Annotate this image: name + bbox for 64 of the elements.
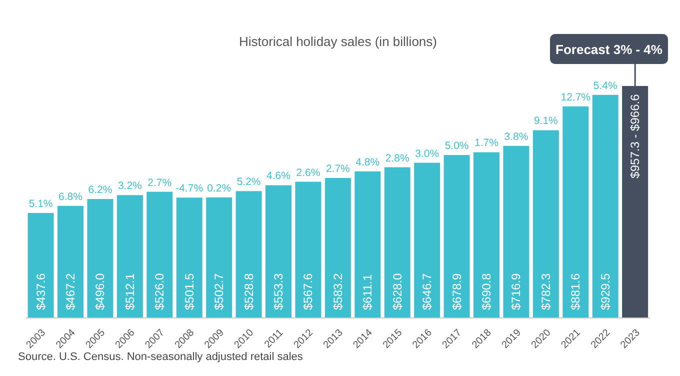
source-note: Source. U.S. Census. Non-seasonally adjusted retail sales	[18, 351, 303, 363]
bar	[592, 94, 618, 318]
data-label: $512.1	[122, 272, 137, 310]
bar	[562, 106, 589, 318]
annotation: 2.7%	[148, 176, 172, 189]
bar	[295, 182, 322, 318]
bar	[384, 167, 410, 318]
bar	[236, 191, 262, 318]
data-label: $628.0	[390, 272, 404, 310]
annotation: 4.8%	[356, 156, 380, 168]
annotation: 2.6%	[296, 166, 320, 179]
data-label: $881.6	[568, 272, 583, 310]
data-label: $526.0	[152, 272, 167, 310]
data-label: $690.8	[479, 272, 494, 310]
annotation: 4.6%	[266, 170, 290, 182]
bar	[206, 197, 232, 318]
chart-title: Historical holiday sales (in billions)	[239, 34, 437, 49]
bar	[28, 212, 54, 318]
bar	[116, 195, 143, 318]
annotation: 6.2%	[88, 184, 112, 196]
annotation: 12.7%	[560, 91, 591, 104]
annotation: Forecast 3% - 4%	[556, 42, 663, 57]
data-label: $553.3	[271, 272, 286, 310]
annotation: 9.1%	[534, 115, 558, 128]
annotation: 5.2%	[236, 176, 261, 188]
annotation: 2.7%	[326, 163, 350, 176]
data-label: $502.7	[212, 272, 226, 310]
annotation: 0.2%	[207, 182, 232, 194]
bar	[444, 155, 470, 318]
data-label: $496.0	[93, 272, 108, 310]
annotation: 5.4%	[593, 80, 618, 92]
annotation: 5.1%	[28, 198, 53, 210]
bar	[265, 185, 292, 318]
data-label: $678.9	[450, 272, 464, 310]
data-label: $567.6	[301, 272, 316, 310]
annotation: 3.0%	[415, 148, 440, 160]
data-label: $437.6	[34, 272, 48, 310]
annotation: 3.2%	[118, 180, 142, 192]
annotation: -4.7%	[176, 182, 204, 195]
data-label: $528.8	[242, 272, 256, 310]
data-label: $929.5	[598, 272, 612, 310]
bar	[503, 146, 530, 318]
bar	[324, 178, 351, 318]
bar	[87, 198, 114, 318]
bar	[532, 130, 559, 318]
annotation: 5.0%	[444, 140, 469, 152]
annotation: 6.8%	[58, 190, 82, 203]
annotation: $957.3 - $966.6	[628, 94, 642, 178]
annotation: 1.7%	[474, 137, 498, 150]
data-label: $611.1	[360, 274, 375, 310]
bar	[57, 206, 84, 318]
data-label: $782.3	[538, 272, 553, 310]
bar	[414, 162, 440, 318]
bar	[473, 152, 500, 318]
data-label: $501.5	[182, 272, 196, 310]
annotation: 3.8%	[504, 130, 528, 143]
data-label: $716.9	[509, 272, 524, 310]
data-label: $467.2	[63, 272, 78, 310]
bar	[176, 198, 202, 318]
data-label: $583.2	[330, 272, 345, 310]
data-label: $646.7	[420, 272, 434, 310]
bar	[354, 171, 381, 318]
bar	[146, 192, 173, 318]
annotation: 2.8%	[385, 152, 410, 164]
